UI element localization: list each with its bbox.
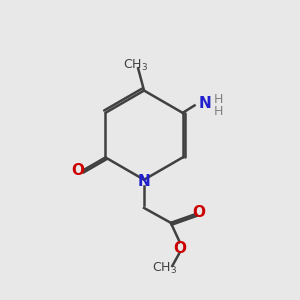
Text: N: N (199, 96, 211, 111)
Text: N: N (138, 174, 150, 189)
Text: H: H (214, 93, 223, 106)
Text: O: O (193, 205, 206, 220)
Text: CH$_3$: CH$_3$ (152, 261, 177, 276)
Text: H: H (214, 105, 223, 118)
Text: CH$_3$: CH$_3$ (123, 58, 148, 73)
Text: O: O (173, 241, 186, 256)
Text: O: O (71, 163, 84, 178)
